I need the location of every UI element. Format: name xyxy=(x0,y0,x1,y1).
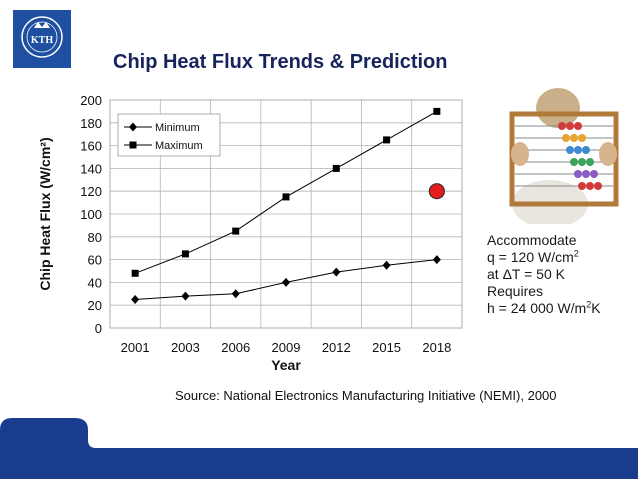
data-point-maximum xyxy=(332,164,340,172)
legend-marker xyxy=(129,122,137,132)
requirement-note: Accommodate q = 120 W/cm2 at ΔT = 50 K R… xyxy=(487,232,637,317)
data-point-minimum xyxy=(332,267,341,277)
kth-logo: KTH xyxy=(13,10,71,68)
x-tick-label: 2001 xyxy=(121,340,150,355)
x-tick-label: 2015 xyxy=(372,340,401,355)
y-tick-label: 40 xyxy=(88,275,102,290)
data-point-minimum xyxy=(382,260,391,270)
heat-flux-chart: 0 20 40 60 80 100 120 140 160 180 200 2001 2003 2006… xyxy=(30,88,470,380)
note-line-accommodate: Accommodate xyxy=(487,232,577,248)
data-point-maximum xyxy=(232,227,240,235)
data-point-maximum xyxy=(181,250,189,258)
x-axis-title: Year xyxy=(271,357,301,373)
series-layer xyxy=(131,107,441,304)
data-point-minimum xyxy=(231,289,240,299)
footer-band xyxy=(0,418,638,479)
x-tick-label: 2009 xyxy=(272,340,301,355)
data-point-maximum xyxy=(383,136,391,144)
data-point-minimum xyxy=(432,255,441,265)
source-citation: Source: National Electronics Manufacturi… xyxy=(175,388,557,403)
target-heat-flux-marker xyxy=(428,183,445,200)
legend-marker xyxy=(129,141,137,149)
y-tick-labels: 0 20 40 60 80 100 120 140 160 180 200 xyxy=(80,93,102,336)
data-point-maximum xyxy=(433,107,441,115)
y-tick-label: 120 xyxy=(80,184,102,199)
x-tick-label: 2018 xyxy=(422,340,451,355)
y-tick-label: 180 xyxy=(80,116,102,131)
child-with-abacus-image xyxy=(490,84,630,224)
y-tick-label: 80 xyxy=(88,230,102,245)
y-tick-label: 20 xyxy=(88,298,102,313)
gridlines xyxy=(109,99,463,329)
y-tick-label: 160 xyxy=(80,139,102,154)
x-tick-label: 2003 xyxy=(171,340,200,355)
legend-label: Minimum xyxy=(155,122,200,134)
data-point-maximum xyxy=(282,193,290,201)
data-point-minimum xyxy=(181,291,190,301)
logo-text: KTH xyxy=(31,35,53,46)
x-tick-label: 2006 xyxy=(221,340,250,355)
legend-label: Maximum xyxy=(155,140,203,152)
data-point-maximum xyxy=(131,269,139,277)
y-tick-label: 60 xyxy=(88,253,102,268)
data-point-minimum xyxy=(131,295,140,304)
y-axis-title: Chip Heat Flux (W/cm²) xyxy=(37,137,53,290)
data-point-minimum xyxy=(282,277,290,287)
legend: Minimum Maximum xyxy=(117,113,221,157)
note-line-requires: Requires xyxy=(487,283,544,299)
page-number: 8 xyxy=(597,438,604,450)
y-tick-label: 200 xyxy=(80,93,102,108)
x-tick-labels: 2001 2003 2006 2009 2012 2015 2018 xyxy=(121,340,452,355)
x-tick-label: 2012 xyxy=(322,340,351,355)
annotation-layer xyxy=(428,183,445,200)
note-line-h: h = 24 000 W/m2K xyxy=(487,299,601,316)
note-line-delta-t: at ΔT = 50 K xyxy=(487,266,565,282)
slide-title: Chip Heat Flux Trends & Prediction xyxy=(113,51,448,73)
note-line-q: q = 120 W/cm2 xyxy=(487,248,579,265)
y-tick-label: 100 xyxy=(80,207,102,222)
y-tick-label: 0 xyxy=(95,321,102,336)
y-tick-label: 140 xyxy=(80,161,102,176)
